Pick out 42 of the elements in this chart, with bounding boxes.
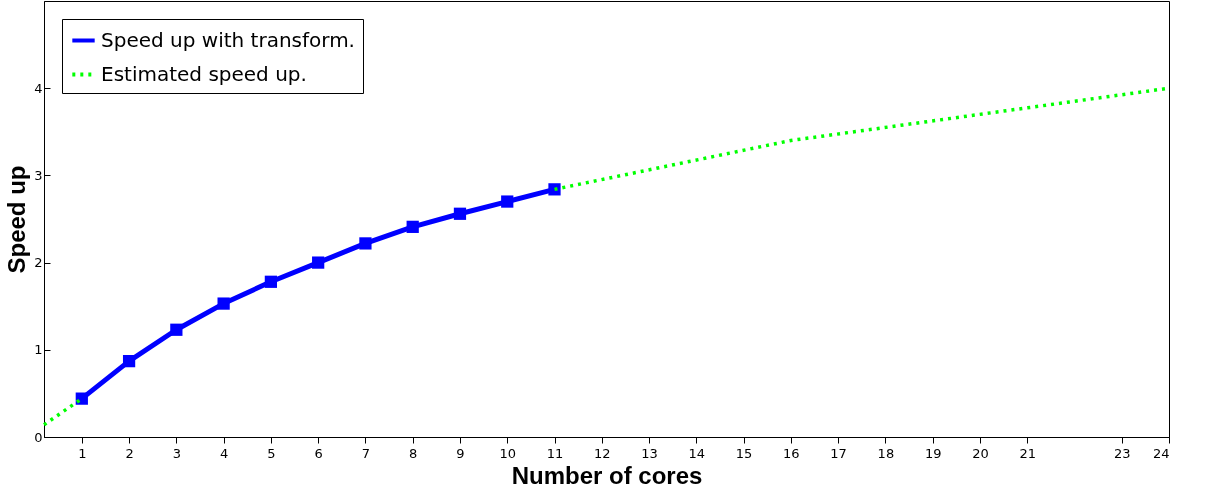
x-tick-label: 19	[924, 445, 942, 461]
y-tick-label: 2	[34, 255, 43, 271]
x-tick-label: 7	[361, 445, 371, 461]
x-tick-label: 21	[1019, 445, 1036, 461]
y-tick-label: 4	[34, 80, 43, 96]
point	[312, 256, 325, 269]
x-tick-label: 9	[456, 445, 465, 461]
x-tick-label: 2	[125, 445, 134, 461]
x-tick-label: 20	[972, 445, 989, 461]
x-tick-label: 12	[594, 445, 611, 461]
x-tick-label: 18	[877, 445, 895, 461]
x-tick-label: 4	[219, 445, 229, 461]
x-tick-label: 14	[688, 445, 706, 461]
x-axis-title: Number of cores	[511, 461, 703, 489]
x-tick-label: 11	[546, 445, 564, 461]
x-tick-label: 6	[314, 445, 323, 461]
x-tick-label: 23	[1113, 445, 1131, 461]
x-tick-label: 3	[172, 445, 181, 461]
point	[170, 323, 183, 336]
x-tick-label: 1	[78, 445, 87, 461]
point	[453, 207, 467, 220]
point	[359, 237, 372, 250]
point	[548, 183, 561, 196]
x-tick-label: 13	[641, 445, 658, 461]
point	[264, 275, 278, 288]
legend-label: Speed up with transform.	[101, 27, 355, 52]
x-tick-label: 10	[499, 445, 517, 461]
x-tick-label: 8	[409, 445, 418, 461]
x-tick-label: 15	[735, 445, 753, 461]
point	[217, 297, 230, 310]
x-tick-label: 17	[830, 445, 847, 461]
y-axis-title: Speed up	[3, 165, 31, 274]
x-tick-label: 5	[267, 445, 276, 461]
x-tick-label: 24	[1152, 445, 1170, 461]
x-tick-label: 16	[783, 445, 800, 461]
point	[122, 355, 136, 368]
legend-label: Estimated speed up.	[101, 61, 307, 86]
y-tick-label: 0	[34, 429, 43, 445]
point	[406, 220, 419, 233]
y-tick-label: 3	[34, 167, 43, 183]
y-tick-label: 1	[34, 342, 43, 358]
point	[501, 195, 514, 208]
